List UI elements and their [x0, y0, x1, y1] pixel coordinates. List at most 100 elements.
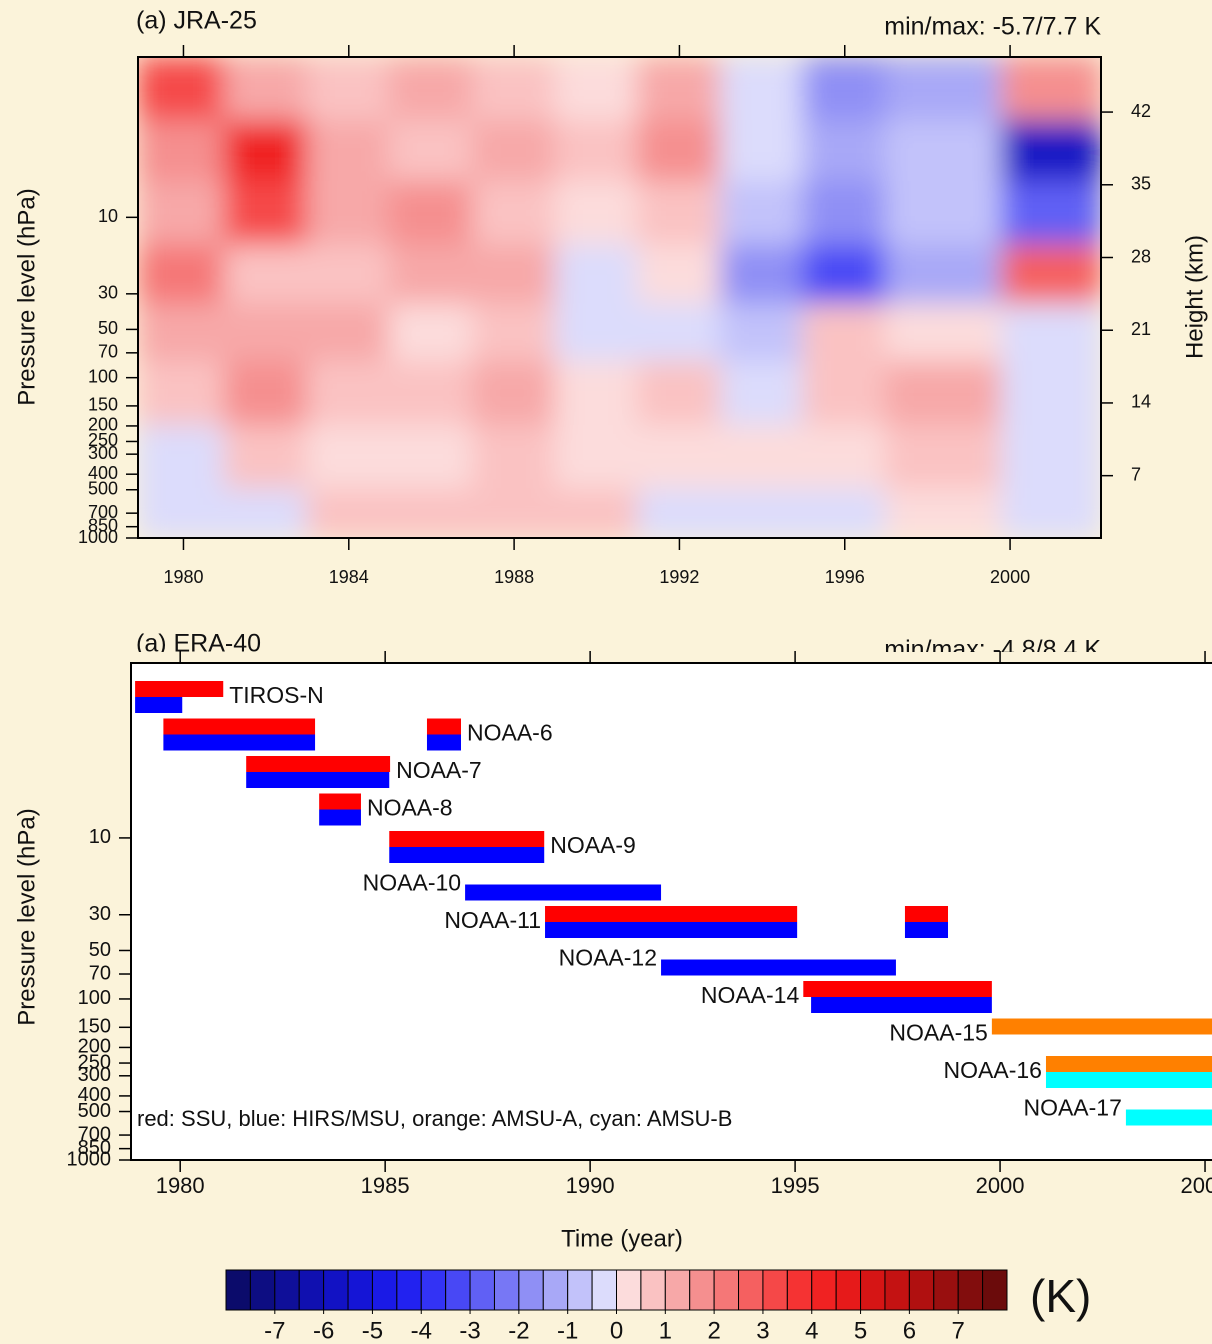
y-tick-label: 10: [98, 206, 118, 226]
colorbar-box: [689, 1269, 715, 1311]
y-tick-label: 400: [78, 1084, 111, 1106]
colorbar-box: [713, 1269, 740, 1311]
y-tick-label: 700: [78, 1123, 111, 1145]
x-tick-label: 2000: [990, 567, 1030, 587]
heatmap-cell: [637, 244, 722, 306]
y-tick-label: 850: [88, 515, 118, 535]
heatmap-cell: [471, 361, 557, 427]
instrument-bar: [246, 772, 390, 788]
heatmap-cell: [223, 119, 309, 183]
colorbar-box: [396, 1269, 422, 1311]
colorbar-tick-label: 2: [707, 1317, 720, 1344]
heatmap-cell: [306, 244, 392, 306]
colorbar-tick-label: 3: [756, 1317, 769, 1344]
satellite-label: NOAA-6: [467, 720, 553, 746]
colorbar-box: [518, 1269, 544, 1311]
instrument-bar: [426, 734, 461, 751]
satellite-label: NOAA-11: [444, 907, 541, 933]
x-tick-label: 1980: [156, 1173, 205, 1198]
instrument-bar: [991, 1018, 1212, 1035]
y-tick-label: 1000: [67, 1148, 112, 1170]
y2-tick-label: 35: [1131, 174, 1151, 194]
colorbar-box: [786, 1269, 813, 1311]
instrument-bar: [319, 809, 361, 826]
y-tick-label: 200: [78, 1036, 111, 1058]
heatmap-cell: [802, 488, 888, 538]
heatmap-cell: [554, 57, 640, 122]
heatmap-cells: [138, 57, 1101, 538]
y-tick-label: 850: [78, 1137, 111, 1159]
colorbar-box: [445, 1269, 471, 1311]
heatmap-cell: [471, 57, 557, 122]
colorbar-tick-label: -3: [459, 1317, 480, 1344]
heatmap-cell: [138, 488, 226, 538]
heatmap-cell: [389, 303, 474, 364]
heatmap-cell: [1000, 57, 1101, 122]
heatmap-cell: [637, 180, 722, 247]
instrument-bar: [465, 884, 662, 901]
y2-tick-label: 7: [1131, 464, 1141, 484]
heatmap-cell: [719, 488, 805, 538]
satellite-label: NOAA-7: [396, 757, 482, 783]
heatmap-cell: [885, 244, 1003, 306]
heatmap-cell: [138, 424, 226, 491]
heatmap-cell: [1000, 180, 1101, 247]
instrument-bar: [904, 922, 949, 938]
instrument-bar: [545, 906, 798, 922]
colorbar-box: [591, 1269, 617, 1311]
heatmap-cell: [138, 180, 226, 247]
colorbar-box: [664, 1269, 691, 1311]
colorbar: -7 -6 -5 -4 -3 -2 -1 0 1 2 3 4 5 6 7 (K): [225, 1269, 1091, 1344]
instrument-bar: [545, 922, 798, 938]
instrument-bar: [1045, 1072, 1212, 1088]
heatmap-cell: [223, 303, 309, 364]
instrument-bar: [661, 959, 896, 976]
instrument-bar: [389, 831, 545, 847]
legend-note: red: SSU, blue: HIRS/MSU, orange: AMSU-A…: [137, 1106, 732, 1131]
heatmap-cell: [138, 303, 226, 364]
y-tick-label: 400: [88, 463, 118, 483]
y-tick-label: 100: [88, 366, 118, 386]
colorbar-tick-label: -6: [313, 1317, 334, 1344]
colorbar-box: [616, 1269, 642, 1311]
y-tick-label: 10: [89, 826, 111, 848]
heatmap-cell: [471, 303, 557, 364]
y-axis-title: Pressure level (hPa): [13, 188, 40, 405]
y-tick-label: 70: [89, 962, 111, 984]
heatmap-cell: [719, 57, 805, 122]
instrument-bar: [246, 756, 391, 772]
heatmap-cell: [471, 488, 557, 538]
heatmap-cell: [306, 424, 392, 491]
satellite-label: NOAA-15: [889, 1020, 987, 1046]
heatmap-cell: [637, 488, 722, 538]
heatmap-cell: [554, 180, 640, 247]
satellite-label: NOAA-17: [1023, 1095, 1121, 1121]
x-tick-label: 1988: [494, 567, 534, 587]
heatmap-cell: [637, 361, 722, 427]
y-tick-label: 150: [78, 1016, 111, 1038]
heatmap-field: [138, 57, 1101, 538]
instrument-bar: [904, 906, 949, 922]
y-tick-label: 300: [78, 1064, 111, 1086]
heatmap-cell: [885, 303, 1003, 364]
y-tick-label: 250: [88, 430, 118, 450]
heatmap-cell: [1000, 488, 1101, 538]
heatmap-cell: [802, 180, 888, 247]
panel-title: (a) JRA-25: [136, 7, 257, 35]
colorbar-box: [884, 1269, 910, 1311]
heatmap-cell: [138, 361, 226, 427]
colorbar-tick-label: 7: [952, 1317, 965, 1344]
heatmap-cell: [637, 119, 722, 183]
heatmap-cell: [885, 180, 1003, 247]
heatmap-cell: [802, 424, 888, 491]
heatmap-cell: [1000, 361, 1101, 427]
colorbar-tick-label: -4: [411, 1317, 432, 1344]
y-tick-label: 250: [78, 1051, 111, 1073]
colorbar-box: [835, 1269, 862, 1311]
colorbar-tick-label: -2: [508, 1317, 529, 1344]
plot-frame: [137, 56, 1102, 539]
colorbar-box: [274, 1269, 300, 1311]
colorbar-tick-label: -7: [264, 1317, 285, 1344]
